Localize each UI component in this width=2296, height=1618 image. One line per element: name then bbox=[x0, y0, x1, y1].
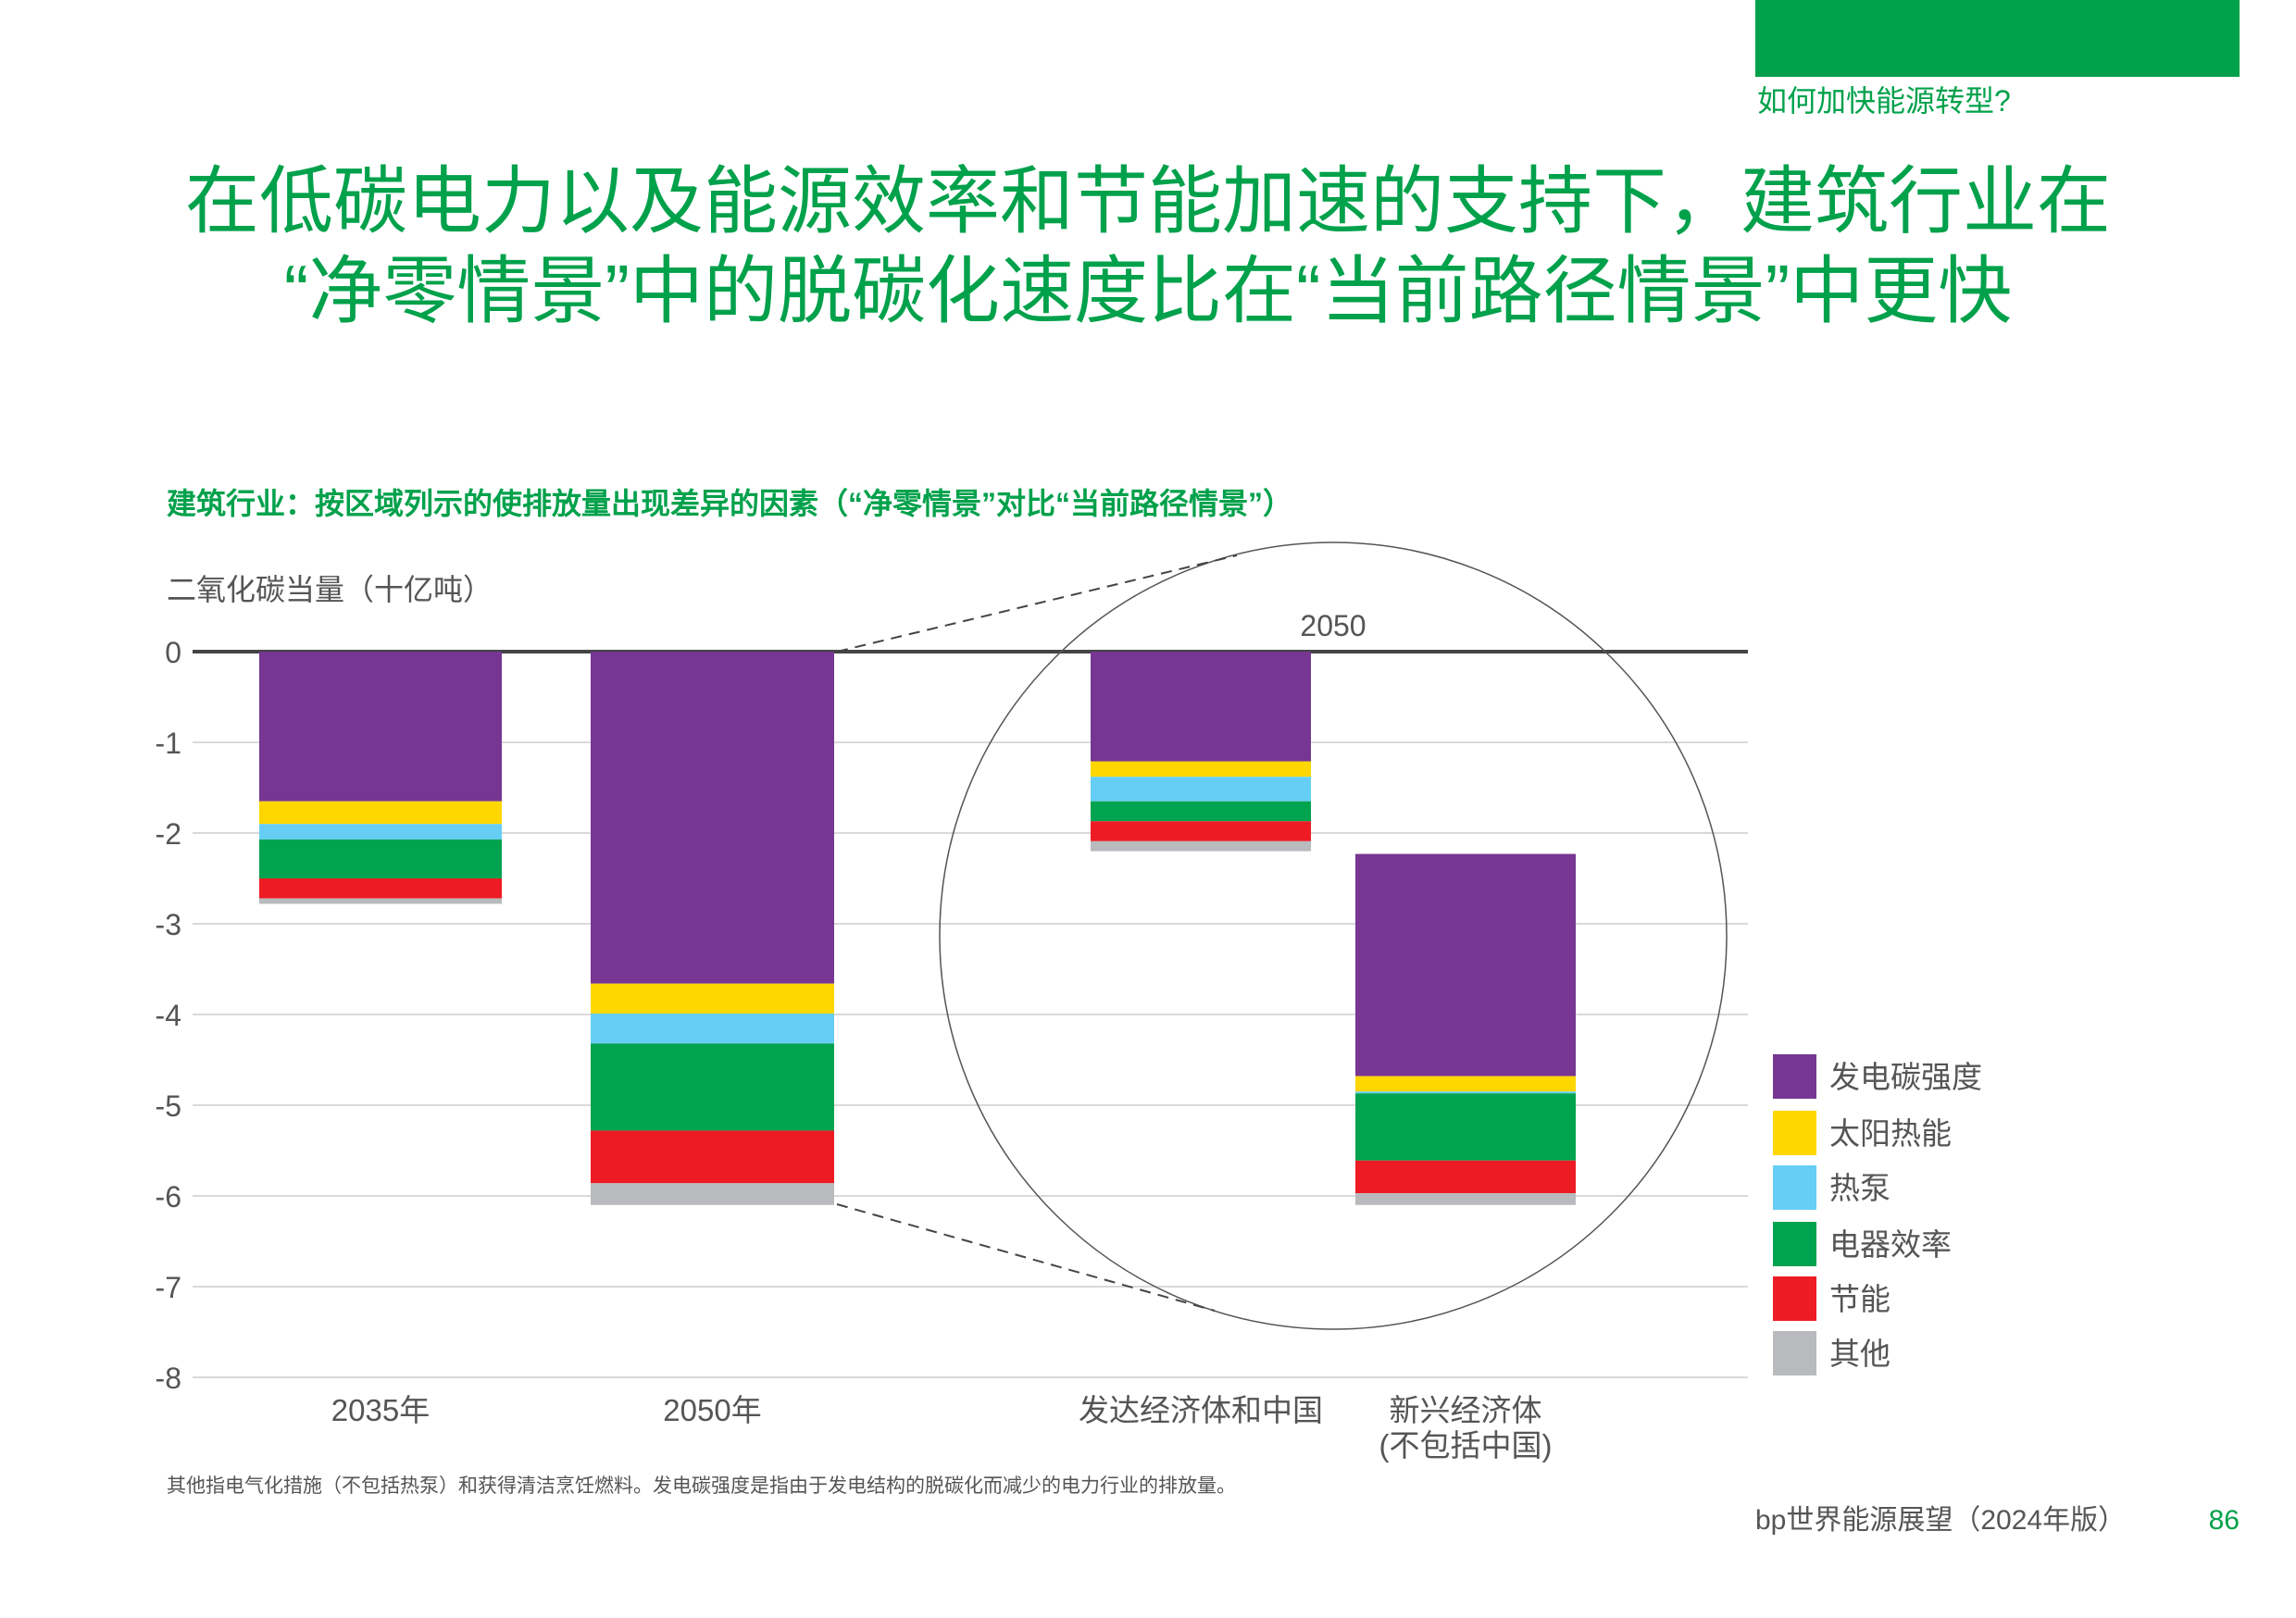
y-tick-label: -1 bbox=[156, 727, 181, 760]
bar-segment bbox=[591, 1183, 834, 1205]
zoom-annotation: 2050 bbox=[1300, 609, 1366, 642]
legend-label: 发电碳强度 bbox=[1829, 1060, 1982, 1094]
zoom-circle bbox=[939, 541, 1728, 1330]
page-title-line2: “净零情景”中的脱碳化速度比在“当前路径情景”中更快 bbox=[284, 250, 2013, 332]
bar-segment bbox=[259, 898, 502, 904]
bar-segment bbox=[591, 983, 834, 1014]
legend-swatch bbox=[1773, 1165, 1816, 1210]
bar-segment bbox=[591, 1130, 834, 1184]
legend-label: 其他 bbox=[1829, 1337, 1890, 1371]
x-tick-label: 2035年 bbox=[331, 1393, 430, 1427]
grid: 0 -1 -2 -3 -4 -5 -6 -7 -8 bbox=[156, 636, 1748, 1395]
bar-segment bbox=[1091, 801, 1311, 822]
legend-label: 热泵 bbox=[1829, 1171, 1890, 1205]
x-tick-label: 新兴经济体 bbox=[1390, 1393, 1542, 1427]
bar-segment bbox=[1091, 761, 1311, 778]
bar-segment bbox=[591, 652, 834, 984]
bar-segment bbox=[591, 1043, 834, 1131]
bar-segment bbox=[1355, 1076, 1576, 1092]
y-tick-label: -8 bbox=[156, 1362, 181, 1395]
y-tick-label: -3 bbox=[156, 908, 181, 941]
bar-segment bbox=[1355, 1160, 1576, 1194]
bar-segment bbox=[1355, 1093, 1576, 1161]
x-axis-labels: 2035年 2050年 发达经济体和中国 新兴经济体(不包括中国) bbox=[331, 1393, 1553, 1462]
bar-segment bbox=[591, 1014, 834, 1044]
bar-segment bbox=[1091, 821, 1311, 841]
bar-segment bbox=[259, 878, 502, 899]
legend-swatch bbox=[1773, 1276, 1816, 1321]
zoom-connector-top bbox=[836, 554, 1238, 653]
legend-item: 节能 bbox=[1773, 1276, 1890, 1321]
bar-segment bbox=[1091, 840, 1311, 852]
x-tick-label: 发达经济体和中国 bbox=[1079, 1393, 1323, 1427]
bar-stack bbox=[1091, 652, 1311, 852]
y-tick-label: 0 bbox=[165, 636, 181, 669]
section-title: 如何加快能源转型? bbox=[1757, 84, 2011, 118]
zoom-connector-bottom bbox=[836, 1203, 1216, 1312]
footnote: 其他指电气化措施（不包括热泵）和获得清洁烹饪燃料。发电碳强度是指由于发电结构的脱… bbox=[167, 1475, 1236, 1497]
legend-swatch bbox=[1773, 1331, 1816, 1375]
legend-item: 其他 bbox=[1773, 1331, 1890, 1375]
bar-segment bbox=[1091, 777, 1311, 802]
legend-swatch bbox=[1773, 1111, 1816, 1155]
page-number: 86 bbox=[2209, 1505, 2240, 1536]
legend-swatch bbox=[1773, 1222, 1816, 1266]
y-tick-label: -6 bbox=[156, 1180, 181, 1214]
y-tick-label: -4 bbox=[156, 999, 181, 1032]
legend-item: 发电碳强度 bbox=[1773, 1054, 1982, 1099]
x-tick-label: 2050年 bbox=[663, 1393, 761, 1427]
footer-publication: bp世界能源展望（2024年版） bbox=[1755, 1505, 2126, 1536]
bar-segment bbox=[1355, 853, 1576, 1077]
legend-item: 热泵 bbox=[1773, 1165, 1890, 1210]
bar-segment bbox=[259, 824, 502, 840]
bar-segment bbox=[1355, 1091, 1576, 1094]
bar-stack bbox=[1355, 853, 1576, 1205]
bar-segment bbox=[1355, 1193, 1576, 1205]
bar-stack bbox=[259, 652, 502, 904]
bar-segment bbox=[259, 801, 502, 825]
legend-label: 太阳热能 bbox=[1829, 1116, 1952, 1151]
header-accent-bar bbox=[1755, 0, 2240, 77]
bar-stack bbox=[591, 652, 834, 1205]
legend-swatch bbox=[1773, 1054, 1816, 1099]
chart-title: 建筑行业：按区域列示的使排放量出现差异的因素（“净零情景”对比“当前路径情景”） bbox=[167, 487, 1292, 520]
legend-label: 节能 bbox=[1829, 1282, 1890, 1316]
bar-segment bbox=[1091, 652, 1311, 762]
y-tick-label: -2 bbox=[156, 817, 181, 851]
legend-item: 太阳热能 bbox=[1773, 1111, 1952, 1155]
legend-label: 电器效率 bbox=[1829, 1227, 1952, 1262]
y-tick-label: -5 bbox=[156, 1089, 181, 1123]
page-title-line1: 在低碳电力以及能源效率和节能加速的支持下，建筑行业在 bbox=[185, 160, 2111, 243]
legend-item: 电器效率 bbox=[1773, 1222, 1952, 1266]
y-tick-label: -7 bbox=[156, 1271, 181, 1304]
bar-segment bbox=[259, 839, 502, 878]
bar-segment bbox=[259, 652, 502, 802]
x-tick-label: (不包括中国) bbox=[1379, 1428, 1553, 1462]
bars bbox=[259, 652, 1576, 1205]
y-axis-label: 二氧化碳当量（十亿吨） bbox=[167, 573, 493, 606]
